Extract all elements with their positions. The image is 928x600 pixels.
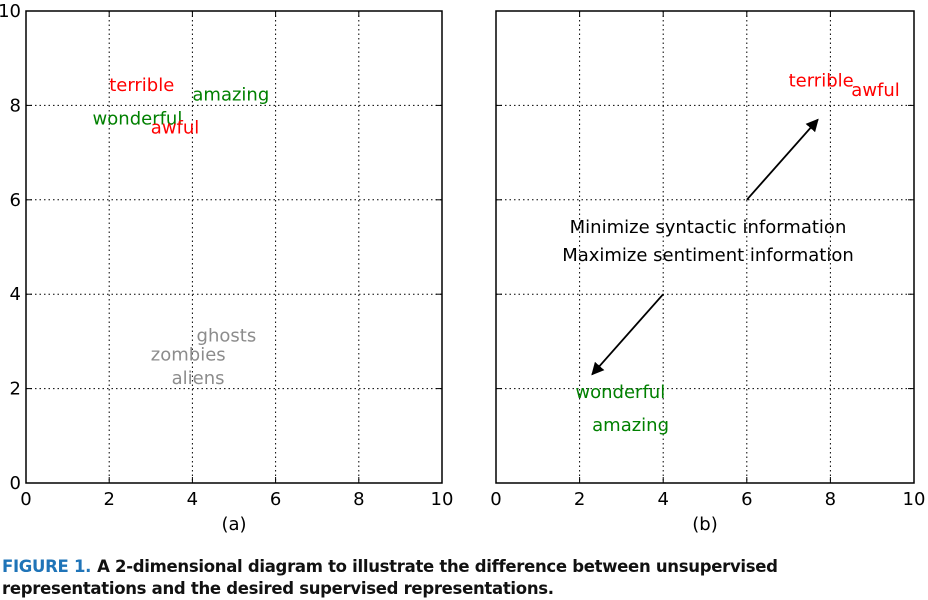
x-tick-label: 2 xyxy=(574,489,585,510)
x-tick-label: 0 xyxy=(490,489,501,510)
plot-frame xyxy=(495,10,915,484)
word-label: terrible xyxy=(789,71,854,92)
x-tick-label: 6 xyxy=(270,489,281,510)
panel-a: 0 2 4 6 8 10 0 2 4 6 8 10 terrible amazing wonderfulaw… xyxy=(0,1,453,535)
x-tick-label: 0 xyxy=(20,489,31,510)
y-tick-label: 10 xyxy=(0,1,21,22)
word-label: aliens xyxy=(172,368,225,389)
x-tick-label: 8 xyxy=(353,489,364,510)
y-tick-label: 4 xyxy=(10,284,21,305)
caption-label: FIGURE 1. xyxy=(2,557,92,576)
x-tick-label: 10 xyxy=(431,489,454,510)
word-label: ghosts xyxy=(197,325,257,346)
caption-text: A 2-dimensional diagram to illustrate th… xyxy=(2,557,778,598)
panel-label: (b) xyxy=(692,514,717,535)
word-label: wonderful xyxy=(575,382,665,403)
arrow xyxy=(746,118,819,201)
y-tick-label: 8 xyxy=(10,95,21,116)
plot-frame xyxy=(25,10,443,484)
word-label: wonderful xyxy=(93,108,183,129)
annotation-text: Maximize sentiment information xyxy=(562,245,854,266)
x-tick-label: 10 xyxy=(903,489,926,510)
y-tick-label: 2 xyxy=(10,379,21,400)
x-tick-label: 2 xyxy=(103,489,114,510)
y-tick-label: 0 xyxy=(10,473,21,494)
word-label: awful xyxy=(851,80,900,101)
word-label: amazing xyxy=(592,415,669,436)
x-tick-label: 4 xyxy=(187,489,198,510)
word-label: amazing xyxy=(192,85,269,106)
y-tick-label: 6 xyxy=(10,190,21,211)
x-tick-label: 4 xyxy=(657,489,668,510)
x-tick-label: 8 xyxy=(825,489,836,510)
word-label: terrible xyxy=(109,75,174,96)
annotation-text: Minimize syntactic information xyxy=(570,217,847,238)
panel-label: (a) xyxy=(221,514,246,535)
word-label: zombies xyxy=(151,344,226,365)
arrow xyxy=(591,293,664,376)
word-label: awful xyxy=(151,118,200,139)
figure-caption: FIGURE 1. A 2-dimensional diagram to illu… xyxy=(2,556,926,600)
x-tick-label: 6 xyxy=(741,489,752,510)
